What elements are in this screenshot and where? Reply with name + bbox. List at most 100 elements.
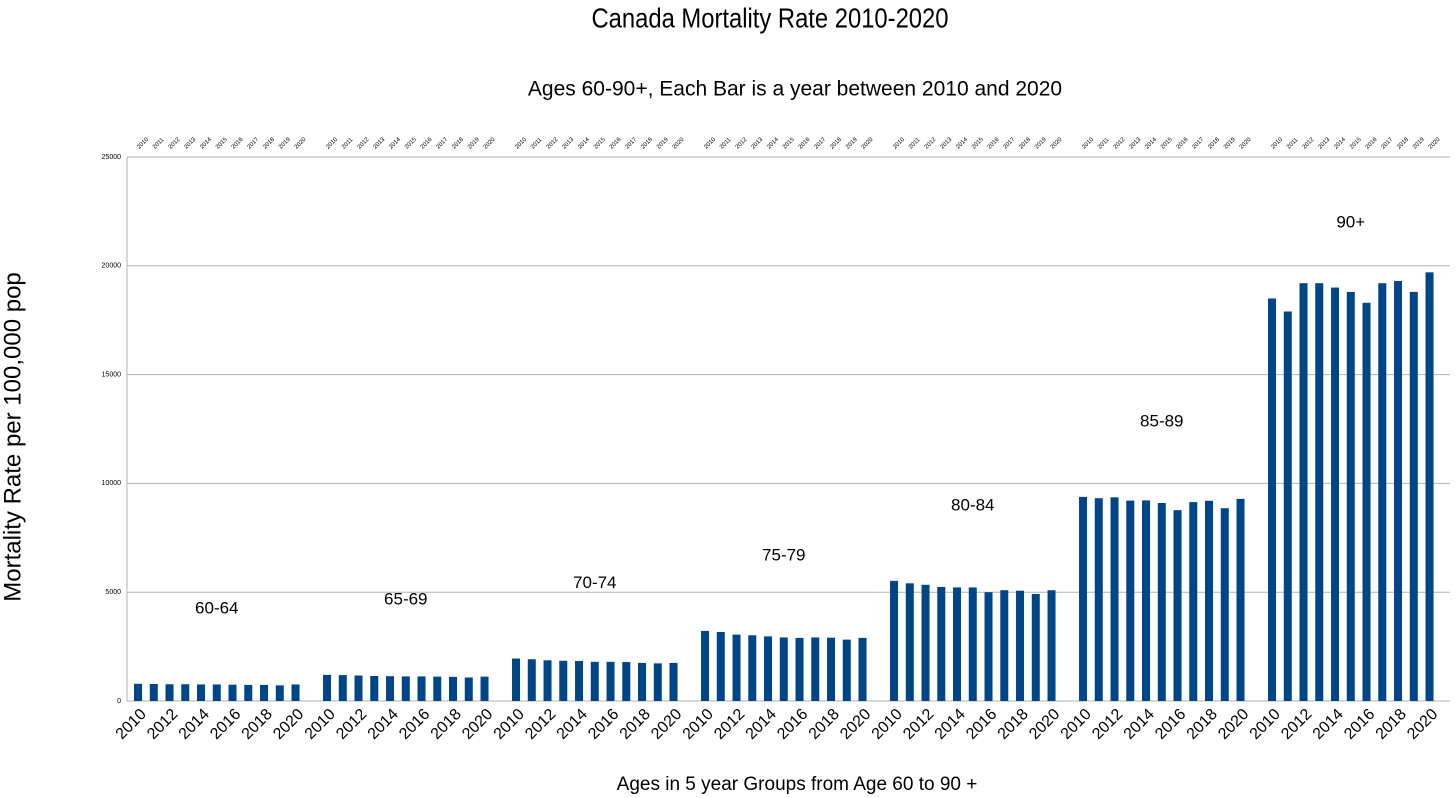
x-tick-label: 2016 — [1152, 706, 1189, 743]
top-tick-label: 2017 — [1192, 136, 1206, 150]
bar — [1047, 590, 1056, 701]
top-tick-label: 2011 — [152, 137, 166, 151]
top-tick-label: 2016 — [231, 136, 245, 150]
chart-subtitle: Ages 60-90+, Each Bar is a year between … — [528, 78, 1062, 101]
bar — [858, 637, 867, 701]
x-tick-label: 2018 — [239, 706, 276, 743]
x-tick-label: 2016 — [774, 706, 811, 743]
x-tick-label: 2020 — [837, 706, 874, 743]
x-tick-label: 2012 — [333, 706, 370, 743]
top-tick-label: 2018 — [829, 136, 843, 150]
x-tick-label: 2020 — [270, 706, 307, 743]
top-tick-label: 2010 — [514, 136, 528, 150]
top-tick-label: 2018 — [640, 136, 654, 150]
top-tick-label: 2012 — [735, 136, 749, 150]
top-tick-label: 2010 — [703, 136, 717, 150]
group-label: 60-64 — [195, 598, 238, 617]
top-tick-label: 2012 — [546, 136, 560, 150]
x-tick-label: 2014 — [554, 706, 591, 743]
bar — [1205, 500, 1214, 701]
top-tick-label: 2013 — [1129, 136, 1143, 150]
bar — [464, 677, 473, 701]
x-tick-label: 2014 — [1310, 706, 1347, 743]
bar — [291, 684, 300, 701]
top-tick-label: 2013 — [751, 136, 765, 150]
top-tick-label: 2013 — [940, 136, 954, 150]
bar — [1331, 287, 1340, 701]
bar — [937, 586, 946, 701]
bar — [260, 684, 269, 701]
top-tick-label: 2014 — [955, 136, 969, 150]
bar — [354, 675, 363, 701]
top-tick-label: 2014 — [577, 136, 591, 150]
top-tick-label: 2020 — [483, 136, 497, 150]
x-tick-label: 2018 — [995, 706, 1032, 743]
bar — [1409, 291, 1418, 701]
top-tick-label: 2010 — [136, 136, 150, 150]
bar — [1425, 272, 1434, 701]
top-tick-label: 2016 — [1176, 136, 1190, 150]
top-tick-label: 2012 — [924, 136, 938, 150]
x-tick-label: 2012 — [1278, 706, 1315, 743]
top-tick-label: 2020 — [861, 136, 875, 150]
bar — [1299, 283, 1308, 701]
bar — [1126, 500, 1135, 701]
bar — [480, 676, 489, 701]
bar — [1236, 498, 1245, 701]
bar — [165, 684, 174, 701]
bar — [606, 661, 615, 701]
x-tick-label: 2010 — [491, 706, 528, 743]
top-tick-label: 2020 — [294, 136, 308, 150]
bar — [370, 675, 379, 701]
bar — [811, 637, 820, 701]
x-tick-label: 2012 — [900, 706, 937, 743]
bar — [543, 660, 552, 701]
top-tick-label: 2019 — [467, 136, 481, 150]
x-tick-label: 2010 — [302, 706, 339, 743]
bar — [732, 634, 741, 701]
y-axis-title: Mortality Rate per 100,000 pop — [0, 272, 26, 602]
bar — [323, 674, 332, 701]
x-tick-label: 2018 — [1184, 706, 1221, 743]
bar — [433, 676, 442, 701]
top-tick-label: 2013 — [373, 136, 387, 150]
top-tick-label: 2017 — [1003, 136, 1017, 150]
bar — [212, 684, 221, 701]
bar — [1283, 311, 1292, 701]
top-tick-label: 2015 — [593, 136, 607, 150]
top-tick-label: 2020 — [1428, 136, 1442, 150]
x-tick-label: 2016 — [585, 706, 622, 743]
bar — [575, 660, 584, 701]
bar — [1315, 283, 1324, 701]
x-tick-label: 2020 — [1215, 706, 1252, 743]
x-tick-label: 2010 — [1247, 706, 1284, 743]
top-tick-label: 2014 — [388, 136, 402, 150]
x-tick-label: 2014 — [365, 706, 402, 743]
top-tick-label: 2017 — [814, 136, 828, 150]
x-tick-label: 2020 — [1404, 706, 1441, 743]
top-tick-label: 2019 — [656, 136, 670, 150]
bar — [512, 658, 521, 701]
x-tick-label: 2010 — [113, 706, 150, 743]
bar — [842, 639, 851, 701]
bar — [827, 637, 836, 701]
x-tick-label: 2012 — [522, 706, 559, 743]
x-tick-label: 2018 — [1373, 706, 1410, 743]
bar — [1079, 496, 1088, 701]
x-tick-label: 2018 — [428, 706, 465, 743]
bar — [401, 676, 410, 701]
bar — [590, 661, 599, 701]
x-axis-title: Ages in 5 year Groups from Age 60 to 90 … — [617, 774, 978, 795]
top-tick-label: 2018 — [1207, 136, 1221, 150]
top-tick-label: 2015 — [404, 136, 418, 150]
x-tick-label: 2016 — [396, 706, 433, 743]
y-tick-label: 15000 — [102, 371, 122, 378]
bar — [779, 637, 788, 701]
top-tick-label: 2015 — [782, 136, 796, 150]
x-tick-label: 2012 — [144, 706, 181, 743]
top-tick-label: 2016 — [798, 136, 812, 150]
bar — [1110, 497, 1119, 701]
group-label: 70-74 — [573, 573, 616, 592]
top-tick-label: 2013 — [184, 136, 198, 150]
